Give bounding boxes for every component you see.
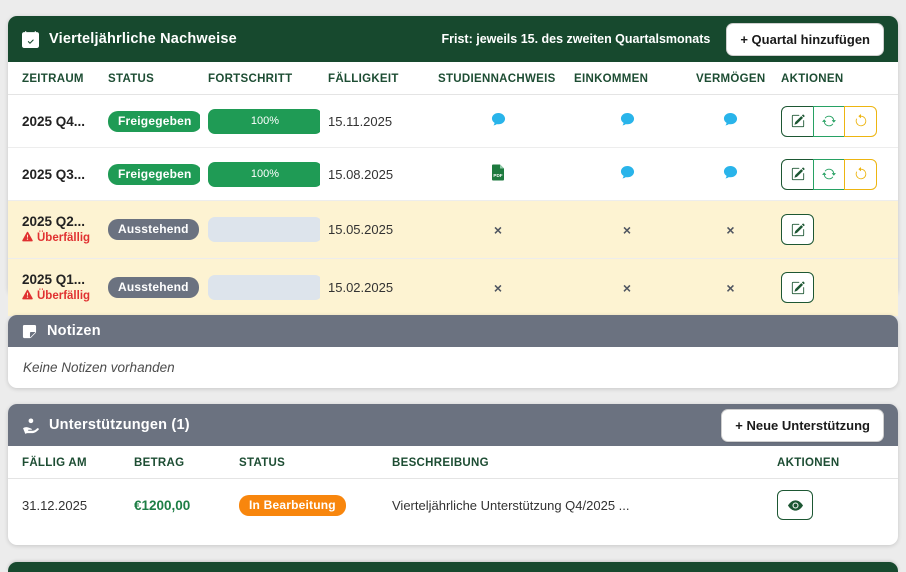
missing-mark: × (622, 221, 632, 238)
status-badge: Freigegeben (108, 110, 200, 132)
overdue-warning: Überfällig (22, 231, 92, 245)
zeitraum-value: 2025 Q1... (22, 272, 86, 287)
sticky-note-icon (22, 324, 37, 339)
status-badge: In Bearbeitung (239, 494, 346, 516)
undo-button[interactable] (844, 105, 877, 137)
missing-mark: × (726, 279, 735, 296)
nachweise-table: ZEITRAUM STATUS FORTSCHRITT FÄLLIGKEIT S… (8, 62, 898, 316)
status-badge: Ausstehend (108, 219, 199, 240)
table-row-q1: 2025 Q1... Überfällig Ausstehend 15.02.2… (8, 258, 898, 316)
unterstuetzungen-header: Unterstützungen (1) + Neue Unterstützung (8, 404, 898, 446)
notizen-header: Notizen (8, 315, 898, 347)
warning-triangle-icon (22, 289, 33, 303)
unterstuetzung-row: 31.12.2025 €1200,00 In Bearbeitung Viert… (8, 479, 898, 532)
edit-button[interactable] (781, 105, 814, 137)
add-unterstuetzung-button[interactable]: + Neue Unterstützung (721, 408, 884, 442)
missing-mark: × (622, 279, 632, 296)
view-button[interactable] (777, 490, 813, 520)
unterstuetzungen-card: Unterstützungen (1) + Neue Unterstützung… (8, 404, 898, 545)
refresh-button[interactable] (812, 105, 846, 137)
notizen-empty-text: Keine Notizen vorhanden (23, 360, 175, 375)
undo-button[interactable] (844, 158, 877, 190)
overdue-label: Überfällig (37, 290, 91, 302)
pdf-file-icon[interactable]: PDF (491, 164, 505, 181)
row-actions (781, 158, 877, 190)
status-badge: Ausstehend (108, 277, 199, 298)
comment-bubble-icon (620, 165, 635, 180)
nachweise-title: Vierteljährliche Nachweise (49, 31, 237, 47)
unterstuetzungen-table: FÄLLIG AM BETRAG STATUS BESCHREIBUNG AKT… (8, 446, 898, 531)
comment-bubble-icon (723, 165, 738, 180)
edit-button[interactable] (781, 272, 814, 303)
faelligkeit-value: 15.02.2025 (320, 258, 430, 316)
col-beschreibung: BESCHREIBUNG (384, 446, 769, 479)
col-betrag: BETRAG (126, 446, 231, 479)
table-row-q4: 2025 Q4... Freigegeben 100% 15.11.2025 (8, 95, 898, 148)
col-aktionen: AKTIONEN (773, 62, 898, 95)
col-status: STATUS (231, 446, 384, 479)
comment-bubble-icon (723, 112, 738, 127)
zeitraum-value: 2025 Q2... (22, 214, 86, 229)
progress-bar: 100% (208, 108, 320, 134)
missing-mark: × (493, 221, 503, 238)
col-status: STATUS (100, 62, 200, 95)
missing-mark: × (726, 221, 735, 238)
col-zeitraum: ZEITRAUM (8, 62, 100, 95)
col-fortschritt: FORTSCHRITT (200, 62, 320, 95)
table-row-q2: 2025 Q2... Überfällig Ausstehend 15.05.2… (8, 200, 898, 259)
progress-bar-empty (208, 275, 320, 300)
comment-bubble-icon (491, 112, 506, 127)
col-studiennachweis: STUDIENNACHWEIS (430, 62, 566, 95)
unterstuetzungen-table-header-row: FÄLLIG AM BETRAG STATUS BESCHREIBUNG AKT… (8, 446, 898, 479)
refresh-button[interactable] (812, 158, 846, 190)
edit-button[interactable] (781, 158, 814, 190)
faellig-am-value: 31.12.2025 (22, 497, 88, 513)
calendar-check-icon (22, 30, 39, 48)
missing-mark: × (493, 279, 503, 296)
warning-triangle-icon (22, 231, 33, 245)
nachweise-table-header-row: ZEITRAUM STATUS FORTSCHRITT FÄLLIGKEIT S… (8, 62, 898, 95)
betrag-value: €1200,00 (134, 497, 191, 513)
table-row-q3: 2025 Q3... Freigegeben 100% 15.08.2025 P… (8, 147, 898, 201)
beschreibung-value: Vierteljährliche Unterstützung Q4/2025 .… (392, 497, 630, 513)
zeitraum-value: 2025 Q3... (22, 166, 86, 182)
nachweise-card: Vierteljährliche Nachweise Frist: jeweil… (8, 16, 898, 316)
edit-button[interactable] (781, 214, 814, 245)
next-section-header-edge (8, 562, 898, 572)
deadline-note: Frist: jeweils 15. des zweiten Quartalsm… (441, 32, 711, 46)
svg-text:PDF: PDF (493, 173, 502, 178)
progress-label: 100% (250, 168, 280, 180)
progress-label: 100% (250, 115, 280, 127)
faelligkeit-value: 15.05.2025 (320, 200, 430, 259)
progress-bar: 100% (208, 161, 320, 187)
unterstuetzungen-title: Unterstützungen (1) (49, 417, 190, 433)
notizen-card: Notizen Keine Notizen vorhanden (8, 315, 898, 388)
faelligkeit-value: 15.11.2025 (328, 113, 393, 129)
col-vermoegen: VERMÖGEN (688, 62, 773, 95)
col-faellig-am: FÄLLIG AM (8, 446, 126, 479)
comment-bubble-icon (620, 112, 635, 127)
row-actions (781, 105, 877, 137)
notizen-title: Notizen (47, 323, 101, 339)
col-aktionen: AKTIONEN (769, 446, 898, 479)
progress-bar-empty (208, 217, 320, 242)
overdue-warning: Überfällig (22, 289, 92, 303)
faelligkeit-value: 15.08.2025 (320, 147, 430, 201)
hand-coin-icon (22, 417, 39, 434)
col-faelligkeit: FÄLLIGKEIT (320, 62, 430, 95)
col-einkommen: EINKOMMEN (566, 62, 688, 95)
add-quartal-button[interactable]: + Quartal hinzufügen (726, 22, 884, 56)
status-badge: Freigegeben (108, 163, 200, 185)
overdue-label: Überfällig (37, 232, 91, 244)
zeitraum-value: 2025 Q4... (22, 113, 86, 129)
nachweise-header: Vierteljährliche Nachweise Frist: jeweil… (8, 16, 898, 62)
